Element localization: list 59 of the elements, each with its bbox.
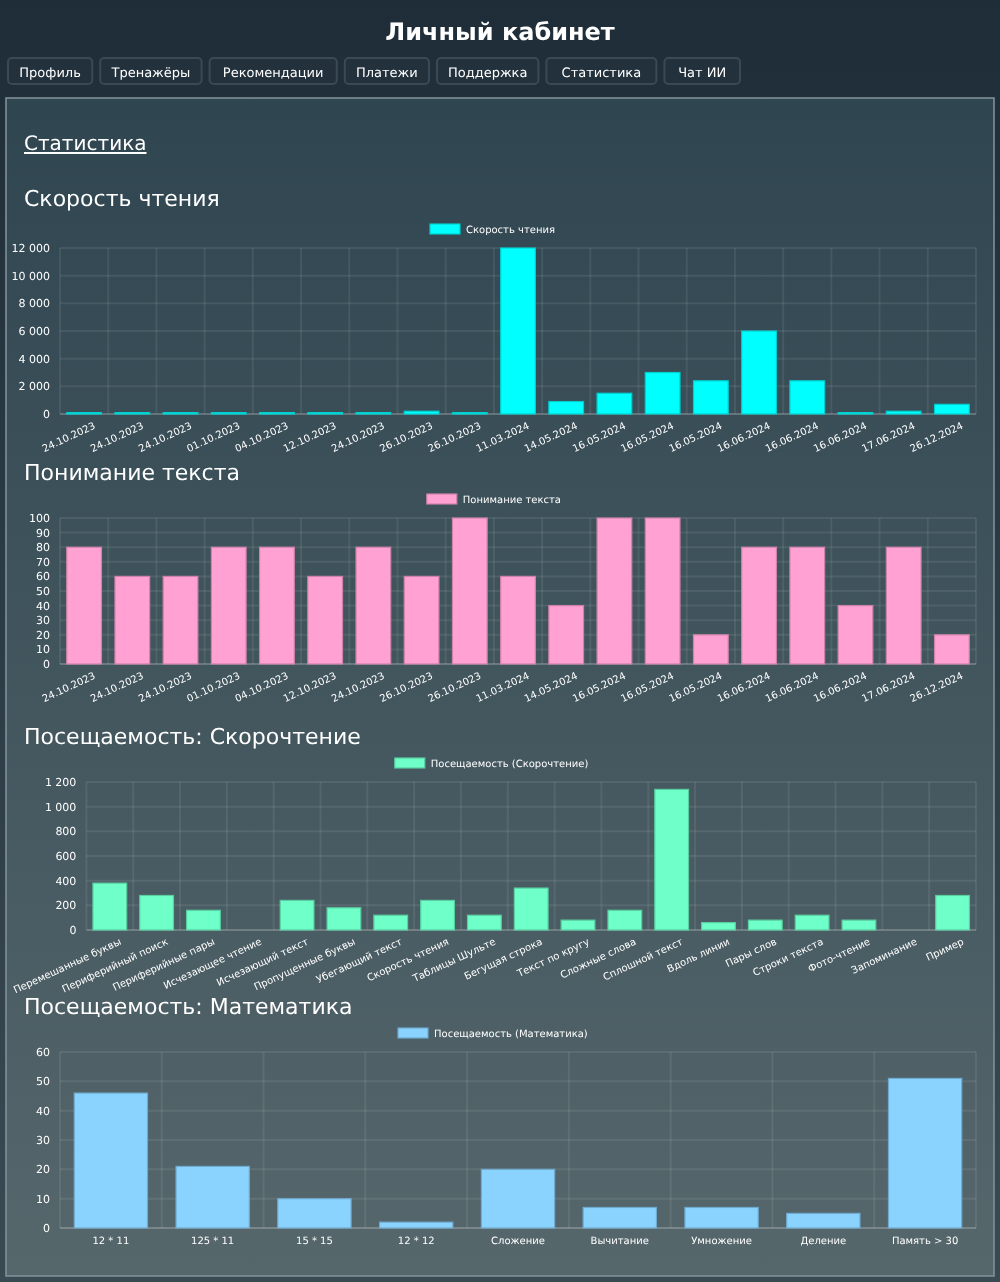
bar (933, 634, 970, 665)
bar (114, 575, 151, 665)
bar (607, 909, 643, 931)
bar (355, 546, 392, 665)
chart-title: Посещаемость: Математика (24, 994, 353, 1020)
bar (513, 887, 549, 931)
bar (500, 247, 536, 415)
bar (175, 1165, 250, 1229)
bar (741, 330, 778, 415)
chart-title: Понимание текста (24, 460, 241, 486)
bar (933, 403, 970, 415)
bar (548, 605, 585, 665)
bar (560, 919, 596, 931)
bar (451, 517, 488, 665)
bar (654, 788, 690, 931)
bar (596, 392, 633, 415)
bar (701, 922, 736, 931)
bar (307, 575, 344, 665)
bar (794, 914, 830, 931)
bar (741, 546, 778, 665)
bar (885, 546, 922, 665)
bar (186, 909, 221, 931)
bar (277, 1198, 352, 1229)
bar (279, 899, 315, 931)
text: Личный кабинет (385, 18, 615, 46)
bar (887, 1077, 963, 1229)
bar (644, 371, 681, 415)
bar (326, 907, 362, 931)
bar (210, 546, 247, 665)
bar (500, 575, 536, 665)
bar (466, 914, 502, 931)
bar (596, 517, 633, 665)
bar (162, 575, 199, 665)
bar (139, 894, 175, 931)
bar (747, 919, 783, 931)
bar (644, 517, 681, 665)
chart-title: Посещаемость: Скорочтение (24, 724, 362, 750)
bar (837, 605, 874, 665)
bar (258, 546, 295, 665)
bar (548, 400, 585, 415)
bar (373, 914, 409, 931)
bar (789, 380, 826, 415)
bar (480, 1168, 556, 1229)
bar (66, 546, 103, 665)
bar (92, 882, 128, 931)
bar (786, 1212, 861, 1229)
text: Статистика (24, 134, 147, 156)
bar (73, 1092, 149, 1229)
bar (935, 894, 971, 931)
bar (378, 1221, 454, 1229)
bar (403, 575, 440, 665)
bar (841, 919, 877, 931)
bar (692, 634, 729, 665)
bar (420, 899, 456, 931)
bar (684, 1206, 759, 1229)
bar (692, 380, 729, 415)
chart-title: Скорость чтения (24, 186, 220, 212)
bar (582, 1206, 658, 1229)
bar (789, 546, 826, 665)
